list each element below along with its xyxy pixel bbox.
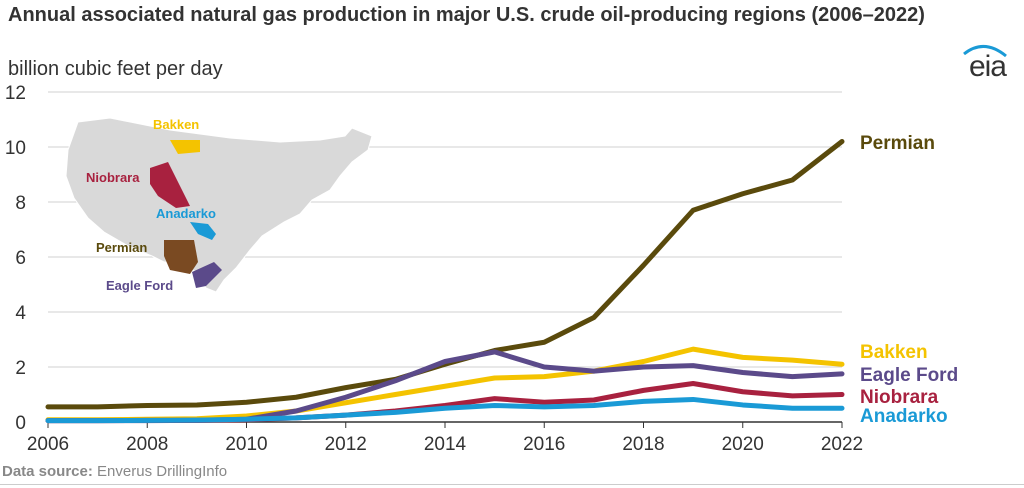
data-source: Data source: Enverus DrillingInfo <box>2 463 227 480</box>
map-label-niobrara: Niobrara <box>86 170 140 185</box>
eia-logo-text: eia <box>968 50 1007 83</box>
map-label-permian: Permian <box>96 240 147 255</box>
map-label-eagle-ford: Eagle Ford <box>106 278 173 293</box>
x-tick-label: 2020 <box>722 434 764 455</box>
y-tick-label: 0 <box>15 413 26 434</box>
footer-divider <box>0 484 1024 485</box>
series-label-bakken: Bakken <box>860 342 928 363</box>
x-tick-label: 2022 <box>821 434 863 455</box>
data-source-text: Enverus DrillingInfo <box>92 463 228 480</box>
chart-title: Annual associated natural gas production… <box>8 4 925 26</box>
series-line-anadarko <box>45 396 845 424</box>
series-label-permian: Permian <box>860 133 935 154</box>
chart-subtitle: billion cubic feet per day <box>8 58 223 80</box>
y-tick-label: 8 <box>15 193 26 214</box>
y-tick-label: 10 <box>5 138 26 159</box>
x-tick-label: 2016 <box>523 434 565 455</box>
x-tick-label: 2014 <box>424 434 467 455</box>
eagle-ford-region <box>192 262 222 288</box>
y-tick-label: 12 <box>5 83 26 104</box>
x-tick-label: 2006 <box>27 434 69 455</box>
us-map-inset: Bakken Niobrara Anadarko Permian Eagle F… <box>65 117 373 293</box>
bakken-region <box>170 140 200 154</box>
series-label-anadarko: Anadarko <box>860 406 948 427</box>
x-tick-label: 2010 <box>225 434 267 455</box>
us-map-outline <box>65 117 373 293</box>
y-tick-label: 4 <box>15 303 26 324</box>
eia-logo-icon <box>963 45 1007 58</box>
map-label-anadarko: Anadarko <box>156 206 216 221</box>
series-lines <box>45 139 845 424</box>
x-tick-label: 2018 <box>622 434 664 455</box>
data-source-label: Data source: <box>2 463 93 480</box>
anadarko-region <box>190 222 216 240</box>
permian-region <box>164 240 198 274</box>
y-tick-label: 6 <box>15 248 26 269</box>
x-tick-label: 2012 <box>325 434 367 455</box>
x-tick-label: 2008 <box>126 434 168 455</box>
niobrara-region <box>150 162 190 208</box>
y-tick-label: 2 <box>15 358 26 379</box>
series-label-eagle-ford: Eagle Ford <box>860 365 958 386</box>
axes: 0 2 4 6 8 10 12 2006 2008 2010 2012 2014 2016 2018 202… <box>5 83 863 455</box>
map-label-bakken: Bakken <box>153 117 199 132</box>
series-label-niobrara: Niobrara <box>860 387 939 408</box>
grid-lines <box>48 91 842 368</box>
series-line-permian <box>45 139 845 410</box>
